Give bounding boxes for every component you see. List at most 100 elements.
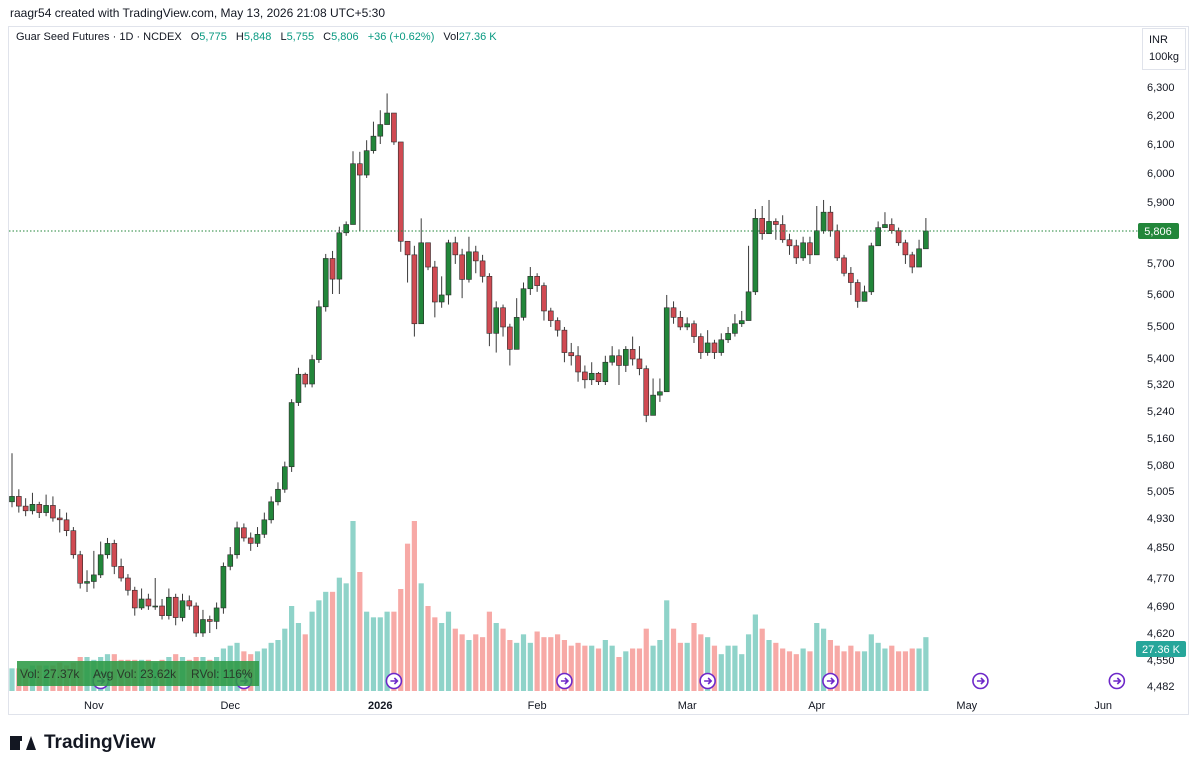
candle-up: [868, 245, 875, 293]
volume-bar: [459, 634, 465, 691]
volume-bar: [916, 648, 922, 691]
candle-up: [657, 391, 663, 396]
volume-bar: [527, 642, 533, 691]
volume-bar: [9, 668, 15, 691]
candle-down: [411, 254, 418, 325]
open-value: 5,775: [199, 31, 227, 43]
last-volume-badge-label: 27.36 K: [1142, 644, 1181, 656]
tradingview-brand[interactable]: TradingView: [10, 732, 156, 754]
volume-bar: [398, 589, 404, 691]
y-tick-label: 6,100: [1147, 139, 1175, 151]
volume-bar: [534, 631, 540, 691]
candle-up: [875, 227, 881, 247]
candle-down: [452, 242, 459, 256]
volume-bar: [370, 617, 377, 691]
volume-bar: [391, 611, 397, 691]
y-tick-label: 5,700: [1147, 258, 1175, 270]
candle-up: [343, 224, 349, 234]
candle-down: [534, 276, 540, 286]
candle-down: [902, 242, 909, 256]
event-arrow-icon[interactable]: [385, 672, 403, 690]
candle-up: [650, 394, 656, 416]
candle-down: [357, 163, 363, 176]
volume-legend-bg: [17, 661, 259, 686]
candle-down: [888, 224, 895, 231]
candle-up: [704, 342, 711, 353]
candle-up: [43, 505, 49, 513]
tradingview-logo-icon: [10, 734, 38, 752]
symbol-name: Guar Seed Futures · 1D · NCDEX: [16, 31, 182, 43]
candle-down: [677, 317, 684, 328]
volume-bar: [814, 623, 820, 691]
volume-bar: [316, 600, 322, 691]
candle-down: [50, 505, 56, 519]
volume-bar: [616, 657, 622, 691]
candle-down: [582, 371, 588, 381]
candle-up: [261, 519, 268, 535]
candle-up: [418, 242, 425, 325]
candle-up: [350, 163, 356, 225]
candle-up: [384, 112, 390, 125]
candle-up: [766, 221, 772, 235]
volume-bar: [261, 648, 267, 691]
volume-bar: [773, 642, 779, 691]
volume-bar: [609, 645, 615, 691]
event-arrow-icon[interactable]: [1108, 672, 1126, 690]
candle-up: [227, 554, 234, 567]
chart-frame[interactable]: [8, 26, 1189, 715]
x-tick-label: Dec: [220, 700, 240, 712]
candle-up: [738, 320, 745, 325]
candle-down: [172, 596, 179, 618]
brand-name: TradingView: [44, 732, 156, 753]
volume-bar: [745, 634, 752, 691]
candle-up: [254, 534, 261, 544]
candle-up: [84, 581, 90, 584]
change-value: +36 (+0.62%): [367, 31, 435, 43]
volume-bar: [664, 600, 670, 691]
volume-bar: [630, 648, 636, 691]
volume-bar: [909, 648, 915, 691]
x-tick-label: May: [956, 700, 977, 712]
volume-bar: [418, 583, 424, 691]
volume-bar: [848, 645, 854, 691]
candle-up: [445, 242, 452, 296]
candles: [9, 93, 929, 637]
volume-bar: [520, 634, 527, 691]
low-label: L: [280, 31, 287, 43]
candle-down: [909, 254, 916, 268]
candle-down: [711, 342, 718, 353]
event-arrow-icon[interactable]: [972, 672, 989, 690]
volume-bar: [602, 640, 608, 691]
candle-down: [302, 373, 309, 385]
volume-bar: [555, 634, 561, 691]
volume-bar: [561, 640, 568, 691]
candle-down: [568, 352, 575, 357]
candle-down: [827, 211, 834, 231]
volume-bar: [766, 640, 772, 691]
volume-bar: [684, 642, 690, 691]
candle-down: [247, 537, 254, 544]
y-tick-label: 5,320: [1147, 379, 1175, 391]
volume-bar: [711, 645, 718, 691]
candle-up: [609, 355, 615, 363]
volume-bar: [541, 637, 547, 691]
x-tick-label: Apr: [808, 700, 825, 712]
event-arrow: [560, 677, 570, 685]
volume-label: Vol: [443, 31, 459, 43]
candle-down: [118, 566, 124, 579]
event-arrow-icon[interactable]: [556, 672, 573, 690]
currency-unit-button[interactable]: INR 100kg: [1142, 28, 1186, 70]
event-arrow-icon[interactable]: [699, 672, 716, 690]
last-volume-badge: [1136, 641, 1186, 657]
volume-legend-text: RVol: 116%: [191, 667, 253, 681]
event-arrow-icon[interactable]: [822, 672, 839, 690]
event-arrow: [976, 677, 986, 685]
candle-down: [329, 258, 336, 280]
volume-bar: [289, 606, 295, 691]
volume-bar: [705, 637, 711, 691]
y-tick-label: 5,005: [1147, 486, 1175, 498]
candle-up: [663, 307, 670, 393]
candle-down: [698, 336, 704, 353]
volume-bar: [323, 591, 329, 691]
